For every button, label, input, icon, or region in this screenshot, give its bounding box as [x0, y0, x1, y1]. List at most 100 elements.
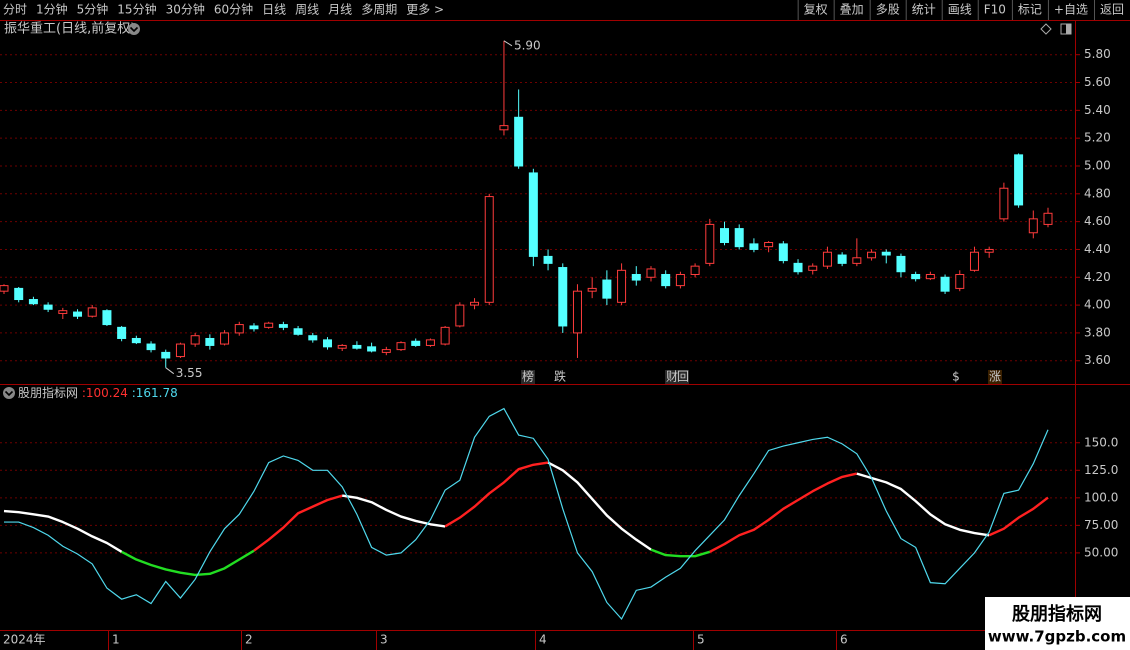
- y-tick-label: 4.60: [1084, 214, 1111, 228]
- candle-body: [1014, 154, 1024, 206]
- indicator-line: [709, 472, 858, 553]
- y-tick-label: 150.0: [1084, 435, 1118, 449]
- period-tab[interactable]: 月线: [328, 3, 352, 17]
- watermark-box: [985, 597, 1130, 650]
- candle-body: [661, 273, 671, 287]
- candle-body: [58, 310, 68, 314]
- toolbar-button[interactable]: 复权: [804, 3, 828, 17]
- plots: 3.60 3.80 4.00 4.20 4.40 4.60 4.80 5.00 5.20 5.40…: [0, 38, 1118, 621]
- annotation-label: 3.55: [176, 366, 203, 380]
- candle-body: [925, 273, 935, 280]
- indicator-line: [444, 461, 549, 528]
- period-tab[interactable]: 5分钟: [77, 2, 109, 17]
- candle-body: [190, 335, 200, 345]
- indicator-menu-icon[interactable]: [3, 387, 15, 399]
- period-tab[interactable]: 60分钟: [214, 2, 253, 17]
- y-tick-label: 50.00: [1084, 545, 1118, 559]
- time-label: 5: [697, 633, 705, 647]
- indicator-line: [650, 548, 711, 558]
- candle-body: [514, 116, 524, 167]
- period-tab[interactable]: 多周期: [361, 3, 397, 17]
- candle-body: [425, 339, 435, 346]
- candle-body: [690, 265, 700, 275]
- candle-body: [602, 279, 612, 299]
- diamond-icon[interactable]: [1040, 23, 1052, 35]
- event-marker[interactable]: 榜: [522, 369, 534, 384]
- candle-body: [543, 255, 553, 264]
- candle-body: [131, 337, 141, 344]
- y-tick-label: 5.40: [1084, 103, 1111, 117]
- indicator-line: [121, 549, 255, 577]
- candle-body: [499, 125, 509, 131]
- indicator-line: [856, 472, 990, 537]
- period-tab[interactable]: 日线: [262, 3, 286, 17]
- candle-body: [220, 332, 230, 345]
- event-markers: 榜 跌 财 回 $ 涨: [521, 369, 1002, 384]
- candle-body: [249, 325, 259, 330]
- candle-body: [587, 287, 597, 292]
- period-tab[interactable]: 更多 >: [406, 3, 444, 17]
- candle-body: [440, 326, 450, 345]
- candle-body: [161, 351, 171, 359]
- candle-body: [381, 349, 391, 353]
- event-marker[interactable]: 回: [677, 370, 689, 384]
- candle-body: [969, 251, 979, 271]
- title-menu-icon[interactable]: [128, 23, 140, 35]
- candle-body: [808, 265, 818, 271]
- indicator-header: 股朋指标网 :100.24 :161.78: [18, 385, 178, 400]
- candle-body: [631, 273, 641, 281]
- candle-body: [337, 344, 347, 349]
- event-marker[interactable]: 跌: [554, 369, 566, 384]
- toolbar-button[interactable]: 返回: [1100, 3, 1124, 17]
- y-tick-label: 4.40: [1084, 242, 1111, 256]
- candle-body: [837, 254, 847, 264]
- candle-body: [984, 248, 994, 253]
- candle-body: [955, 273, 965, 289]
- indicator-line: [4, 407, 1049, 621]
- candle-body: [1028, 218, 1038, 234]
- event-marker[interactable]: 涨: [989, 369, 1001, 384]
- candle-body: [528, 172, 538, 257]
- candle-body: [558, 267, 568, 327]
- candle-body: [572, 290, 582, 334]
- period-tab[interactable]: 分时: [3, 3, 27, 17]
- candle-body: [367, 346, 377, 352]
- toolbar-button[interactable]: 画线: [948, 3, 972, 17]
- y-tick-label: 4.00: [1084, 298, 1111, 312]
- toolbar-button[interactable]: F10: [984, 3, 1006, 17]
- period-tab[interactable]: 30分钟: [166, 2, 205, 17]
- candle-body: [705, 223, 715, 264]
- candle-body: [205, 337, 215, 346]
- candle-body: [764, 241, 774, 248]
- candle-body: [1043, 212, 1053, 225]
- candle-body: [73, 311, 83, 317]
- period-tab[interactable]: 周线: [295, 3, 319, 17]
- time-label: 4: [539, 633, 547, 647]
- candle-body: [911, 273, 921, 280]
- toolbar-button[interactable]: 标记: [1018, 3, 1042, 17]
- toolbar-button[interactable]: 统计: [912, 3, 936, 17]
- y-tick-label: 5.00: [1084, 158, 1111, 172]
- period-tab[interactable]: 15分钟: [117, 2, 156, 17]
- candle-body: [264, 322, 274, 328]
- time-label: 6: [840, 633, 848, 647]
- candle-body: [308, 335, 318, 341]
- toolbar-button[interactable]: 多股: [876, 3, 900, 17]
- candle-body: [352, 344, 362, 349]
- y-tick-label: 75.00: [1084, 518, 1118, 532]
- candle-body: [793, 262, 803, 273]
- toolbar-button[interactable]: 叠加: [840, 3, 864, 17]
- event-marker[interactable]: 财: [666, 370, 678, 384]
- candle-body: [175, 343, 185, 358]
- candle-body: [102, 310, 112, 326]
- watermark-title: 股朋指标网: [1011, 603, 1102, 625]
- event-marker[interactable]: $: [952, 370, 960, 384]
- toolbar-button[interactable]: +自选: [1054, 3, 1088, 17]
- candle-body: [867, 251, 877, 259]
- candle-body: [720, 228, 730, 243]
- candle-body: [617, 269, 627, 303]
- panel-icon-fill: [1066, 24, 1071, 34]
- candle-body: [940, 276, 950, 292]
- candle-body: [14, 287, 24, 301]
- period-tab[interactable]: 1分钟: [36, 2, 68, 17]
